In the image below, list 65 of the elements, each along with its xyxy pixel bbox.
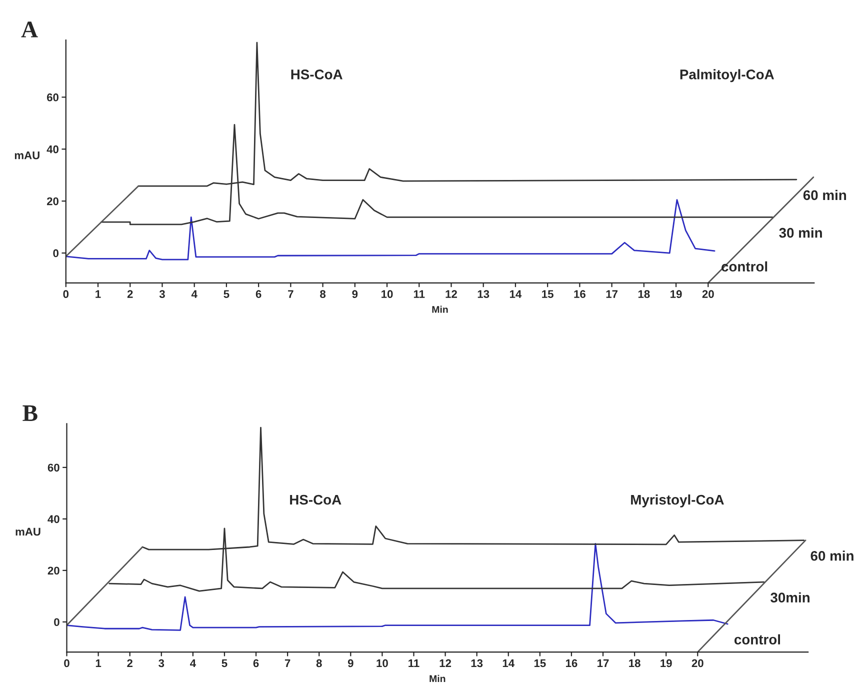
x-tick-label: 4: [191, 290, 198, 298]
x-tick-label: 19: [660, 659, 672, 668]
x-tick-label: 4: [190, 659, 196, 668]
x-tick-label: 9: [348, 659, 354, 668]
y-axis-title: mAU: [16, 528, 40, 536]
x-tick-label: 12: [446, 290, 457, 298]
x-tick-label: 13: [471, 659, 483, 668]
x-tick-label: 0: [64, 659, 70, 668]
x-tick-label: 5: [222, 659, 228, 668]
x-tick-label: 7: [288, 290, 294, 298]
x-tick-label: 17: [606, 290, 618, 298]
x-tick-label: 17: [598, 659, 609, 668]
series-label: control: [734, 634, 780, 644]
x-tick-label: 16: [574, 290, 586, 298]
chart-title: B: [22, 405, 38, 421]
series-label: 60 min: [810, 550, 854, 561]
annotation: HS-CoA: [291, 70, 342, 80]
x-tick-label: 5: [224, 290, 230, 298]
x-tick-label: 3: [158, 659, 164, 668]
x-tick-label: 14: [502, 659, 514, 668]
y-tick-label: 40: [48, 515, 60, 524]
y-tick-label: 20: [46, 197, 58, 206]
y-tick-label: 0: [54, 618, 60, 626]
x-tick-label: 20: [702, 290, 714, 298]
x-tick-label: 12: [440, 659, 452, 668]
x-axis-title: Min: [432, 306, 448, 313]
x-tick-label: 20: [692, 659, 704, 668]
x-tick-label: 18: [629, 659, 640, 668]
x-tick-label: 18: [638, 290, 650, 298]
x-tick-label: 6: [256, 290, 262, 298]
x-tick-label: 8: [316, 659, 322, 668]
x-tick-label: 6: [253, 659, 259, 668]
y-axis-title: mAU: [14, 152, 40, 160]
x-tick-label: 1: [96, 290, 101, 298]
x-tick-label: 1: [96, 659, 102, 668]
x-tick-label: 11: [408, 659, 420, 668]
x-axis-title: Min: [430, 674, 446, 682]
x-tick-label: 9: [352, 290, 358, 298]
x-tick-label: 10: [382, 290, 393, 298]
y-tick-label: 60: [46, 93, 58, 102]
x-tick-label: 11: [414, 290, 425, 298]
x-tick-label: 19: [670, 290, 682, 298]
series-label: 30min: [770, 592, 810, 603]
x-tick-label: 7: [284, 659, 290, 668]
x-tick-label: 3: [159, 290, 165, 298]
x-tick-label: 8: [320, 290, 326, 298]
annotation: Palmitoyl-CoA: [680, 69, 774, 82]
x-tick-label: 0: [63, 290, 69, 298]
x-tick-label: 13: [478, 290, 490, 298]
x-tick-label: 2: [127, 290, 133, 298]
x-tick-label: 10: [376, 659, 388, 668]
annotation: Myristoyl-CoA: [631, 494, 724, 508]
annotation: HS-CoA: [290, 494, 342, 505]
x-tick-label: 2: [127, 659, 132, 668]
x-tick-label: 15: [534, 659, 546, 668]
chart-title: A: [21, 22, 38, 38]
x-tick-label: 16: [566, 659, 578, 668]
y-tick-label: 0: [53, 249, 58, 258]
y-tick-label: 40: [46, 145, 58, 154]
x-tick-label: 15: [542, 290, 554, 298]
series-label: 30 min: [779, 228, 822, 238]
series-label: 60 min: [803, 190, 846, 200]
y-tick-label: 60: [48, 464, 60, 472]
y-tick-label: 20: [48, 566, 60, 575]
x-tick-label: 14: [510, 290, 522, 298]
